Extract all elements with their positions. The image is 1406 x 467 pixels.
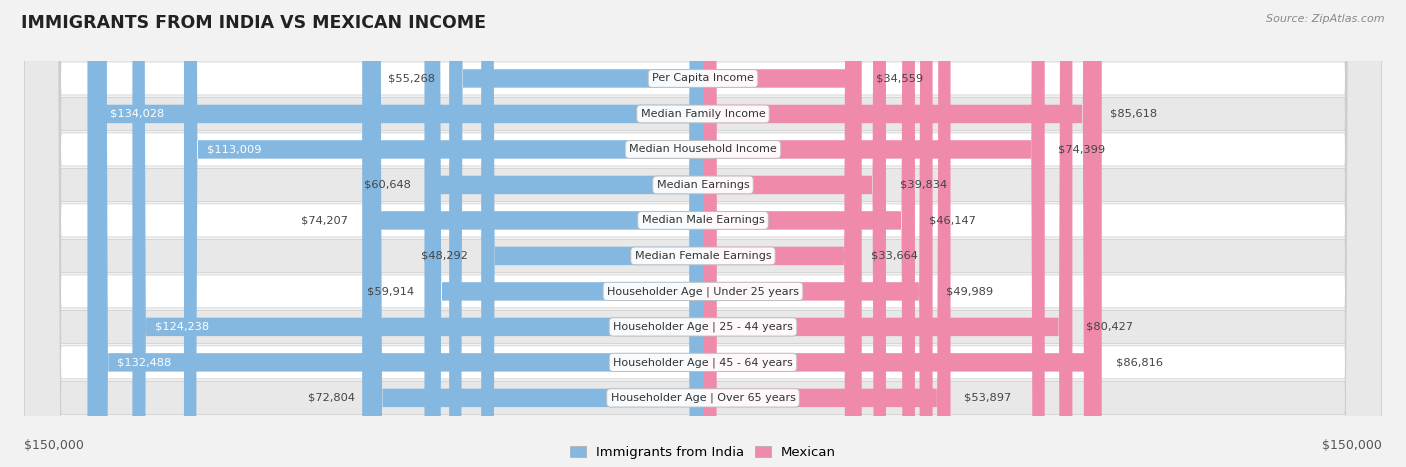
Text: $34,559: $34,559 bbox=[876, 73, 922, 84]
FancyBboxPatch shape bbox=[427, 0, 703, 467]
Text: $55,268: $55,268 bbox=[388, 73, 436, 84]
FancyBboxPatch shape bbox=[481, 0, 703, 467]
FancyBboxPatch shape bbox=[703, 0, 950, 467]
Text: $48,292: $48,292 bbox=[420, 251, 467, 261]
Text: $33,664: $33,664 bbox=[872, 251, 918, 261]
Text: Median Female Earnings: Median Female Earnings bbox=[634, 251, 772, 261]
Text: $46,147: $46,147 bbox=[929, 215, 976, 226]
Text: Per Capita Income: Per Capita Income bbox=[652, 73, 754, 84]
FancyBboxPatch shape bbox=[368, 0, 703, 467]
Text: Householder Age | 25 - 44 years: Householder Age | 25 - 44 years bbox=[613, 322, 793, 332]
FancyBboxPatch shape bbox=[132, 0, 703, 467]
Text: $132,488: $132,488 bbox=[118, 357, 172, 368]
FancyBboxPatch shape bbox=[703, 0, 1073, 467]
FancyBboxPatch shape bbox=[94, 0, 703, 467]
FancyBboxPatch shape bbox=[24, 0, 1382, 467]
FancyBboxPatch shape bbox=[363, 0, 703, 467]
Text: $86,816: $86,816 bbox=[1115, 357, 1163, 368]
FancyBboxPatch shape bbox=[24, 0, 1382, 467]
FancyBboxPatch shape bbox=[703, 0, 915, 467]
Text: $85,618: $85,618 bbox=[1109, 109, 1157, 119]
Legend: Immigrants from India, Mexican: Immigrants from India, Mexican bbox=[569, 446, 837, 459]
FancyBboxPatch shape bbox=[703, 0, 862, 467]
FancyBboxPatch shape bbox=[24, 0, 1382, 467]
Text: $39,834: $39,834 bbox=[900, 180, 946, 190]
Text: Source: ZipAtlas.com: Source: ZipAtlas.com bbox=[1267, 14, 1385, 24]
FancyBboxPatch shape bbox=[24, 0, 1382, 467]
FancyBboxPatch shape bbox=[87, 0, 703, 467]
FancyBboxPatch shape bbox=[703, 0, 858, 467]
FancyBboxPatch shape bbox=[24, 0, 1382, 467]
FancyBboxPatch shape bbox=[24, 0, 1382, 467]
Text: $124,238: $124,238 bbox=[155, 322, 209, 332]
FancyBboxPatch shape bbox=[24, 0, 1382, 467]
Text: $150,000: $150,000 bbox=[24, 439, 84, 452]
Text: Householder Age | Under 25 years: Householder Age | Under 25 years bbox=[607, 286, 799, 297]
Text: Householder Age | 45 - 64 years: Householder Age | 45 - 64 years bbox=[613, 357, 793, 368]
Text: $72,804: $72,804 bbox=[308, 393, 354, 403]
FancyBboxPatch shape bbox=[703, 0, 1097, 467]
FancyBboxPatch shape bbox=[703, 0, 886, 467]
Text: Householder Age | Over 65 years: Householder Age | Over 65 years bbox=[610, 393, 796, 403]
FancyBboxPatch shape bbox=[703, 0, 1102, 467]
Text: $74,399: $74,399 bbox=[1059, 144, 1105, 155]
Text: Median Male Earnings: Median Male Earnings bbox=[641, 215, 765, 226]
Text: $150,000: $150,000 bbox=[1322, 439, 1382, 452]
Text: $53,897: $53,897 bbox=[965, 393, 1011, 403]
Text: Median Earnings: Median Earnings bbox=[657, 180, 749, 190]
Text: $134,028: $134,028 bbox=[111, 109, 165, 119]
FancyBboxPatch shape bbox=[24, 0, 1382, 467]
FancyBboxPatch shape bbox=[425, 0, 703, 467]
FancyBboxPatch shape bbox=[449, 0, 703, 467]
Text: $74,207: $74,207 bbox=[301, 215, 349, 226]
FancyBboxPatch shape bbox=[24, 0, 1382, 467]
Text: $59,914: $59,914 bbox=[367, 286, 413, 297]
Text: $80,427: $80,427 bbox=[1087, 322, 1133, 332]
FancyBboxPatch shape bbox=[703, 0, 1045, 467]
Text: $60,648: $60,648 bbox=[364, 180, 411, 190]
Text: $49,989: $49,989 bbox=[946, 286, 994, 297]
Text: Median Household Income: Median Household Income bbox=[628, 144, 778, 155]
Text: $113,009: $113,009 bbox=[207, 144, 262, 155]
Text: IMMIGRANTS FROM INDIA VS MEXICAN INCOME: IMMIGRANTS FROM INDIA VS MEXICAN INCOME bbox=[21, 14, 486, 32]
FancyBboxPatch shape bbox=[703, 0, 932, 467]
FancyBboxPatch shape bbox=[184, 0, 703, 467]
Text: Median Family Income: Median Family Income bbox=[641, 109, 765, 119]
FancyBboxPatch shape bbox=[24, 0, 1382, 467]
